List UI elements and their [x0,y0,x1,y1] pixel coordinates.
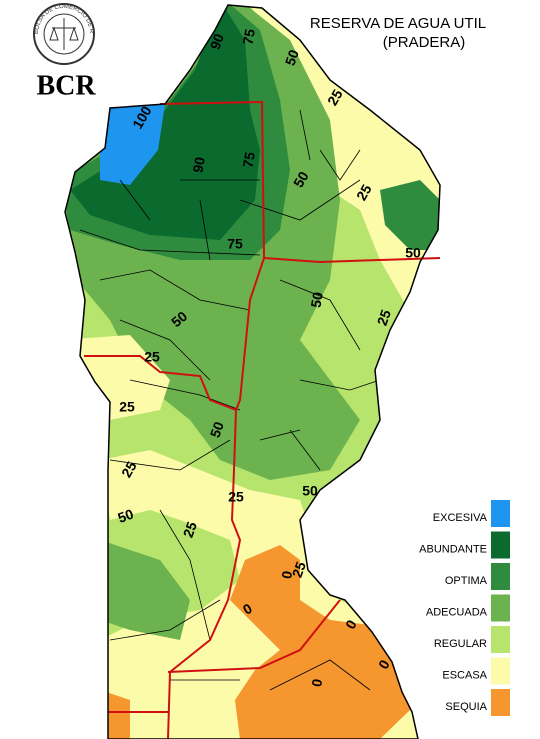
legend-label: OPTIMA [445,575,488,587]
seal: BOLSA DE COMERCIO DE ROSARIO [0,0,95,65]
contour-label: 50 [290,168,312,190]
legend-label: ADECUADA [426,606,488,618]
contour-label: 90 [207,31,227,51]
contour-label: 25 [289,559,309,579]
legend-swatch [491,626,510,653]
contour-label: 50 [307,291,325,309]
legend-label: EXCESIVA [433,512,488,524]
contour-label: 25 [180,519,200,539]
contour-label: 75 [239,151,257,169]
contour-label: 75 [227,236,243,252]
contour-label: 50 [302,483,318,499]
contour-label: 25 [374,307,394,327]
department-borders [79,109,381,691]
legend-swatch [491,594,510,622]
legend: EXCESIVA ABUNDANTE OPTIMA ADECUADA REGULAR ES… [419,500,510,716]
legend-swatch [491,500,510,527]
contour-label: 50 [207,419,227,439]
legend-label: ESCASA [442,669,487,681]
contour-label: 25 [353,181,375,203]
map-subtitle: (PRADERA) [383,34,466,51]
legend-label: SEQUIA [445,701,487,713]
contour-label: 25 [119,399,135,415]
contour-label: 90 [189,156,207,174]
legend-swatch [491,531,510,559]
seal-text-path: BOLSA DE COMERCIO DE ROSARIO [0,0,94,34]
legend-label: ABUNDANTE [419,543,487,555]
contour-label: 25 [324,86,346,108]
contour-label: 50 [282,47,302,67]
contour-label: 25 [228,489,244,505]
contour-label: 50 [116,506,136,526]
contour-label: 25 [118,458,140,480]
contour-label: 0 [308,677,325,688]
contour-label: 25 [144,349,160,365]
contour-label: 0 [278,569,295,580]
region-borders [84,100,441,739]
brand: BCR [36,70,96,101]
legend-label: REGULAR [434,638,487,650]
legend-swatch [491,689,510,716]
contour-label: 75 [239,28,257,46]
legend-swatch [491,657,510,685]
contour-label: 50 [405,245,421,261]
legend-swatch [491,563,510,590]
seal-text: BOLSA DE COMERCIO DE ROSARIO [0,0,94,34]
map-title: RESERVA DE AGUA UTIL [310,15,486,32]
